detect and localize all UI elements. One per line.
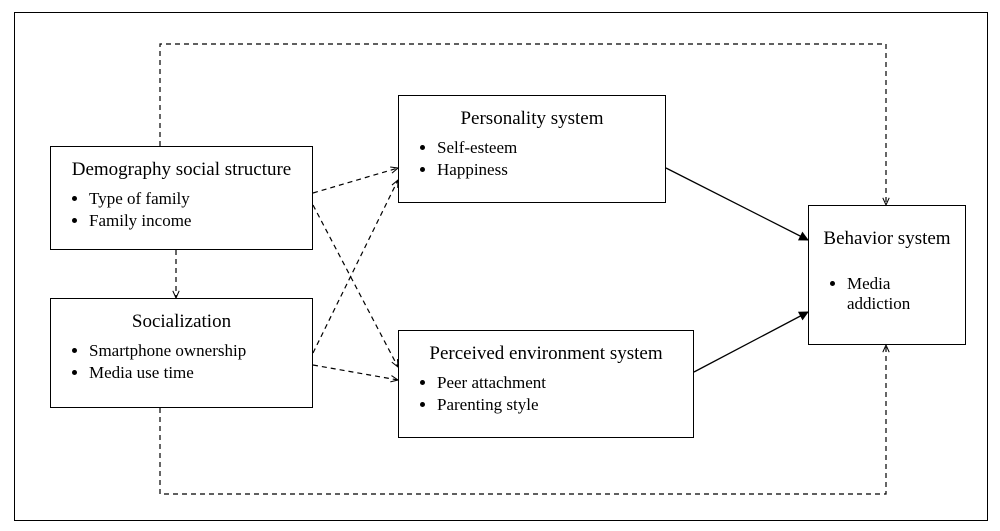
list-item: Self-esteem bbox=[437, 138, 655, 158]
list-item: Parenting style bbox=[437, 395, 683, 415]
list-item: Media addiction bbox=[847, 274, 955, 314]
list-item: Media use time bbox=[89, 363, 302, 383]
list-item: Happiness bbox=[437, 160, 655, 180]
node-behavior: Behavior system Media addiction bbox=[808, 205, 966, 345]
diagram-canvas: Demography social structure Type of fami… bbox=[0, 0, 1000, 531]
node-demography: Demography social structure Type of fami… bbox=[50, 146, 313, 250]
node-demography-title: Demography social structure bbox=[61, 159, 302, 181]
node-behavior-title: Behavior system bbox=[819, 228, 955, 250]
node-perceived-items: Peer attachment Parenting style bbox=[409, 373, 683, 415]
list-item: Peer attachment bbox=[437, 373, 683, 393]
list-item: Type of family bbox=[89, 189, 302, 209]
node-demography-items: Type of family Family income bbox=[61, 189, 302, 231]
node-personality: Personality system Self-esteem Happiness bbox=[398, 95, 666, 203]
list-item: Family income bbox=[89, 211, 302, 231]
node-perceived: Perceived environment system Peer attach… bbox=[398, 330, 694, 438]
node-personality-title: Personality system bbox=[409, 108, 655, 130]
node-socialization-items: Smartphone ownership Media use time bbox=[61, 341, 302, 383]
list-item: Smartphone ownership bbox=[89, 341, 302, 361]
node-perceived-title: Perceived environment system bbox=[409, 343, 683, 365]
node-socialization-title: Socialization bbox=[61, 311, 302, 333]
node-personality-items: Self-esteem Happiness bbox=[409, 138, 655, 180]
node-socialization: Socialization Smartphone ownership Media… bbox=[50, 298, 313, 408]
node-behavior-items: Media addiction bbox=[819, 274, 955, 314]
